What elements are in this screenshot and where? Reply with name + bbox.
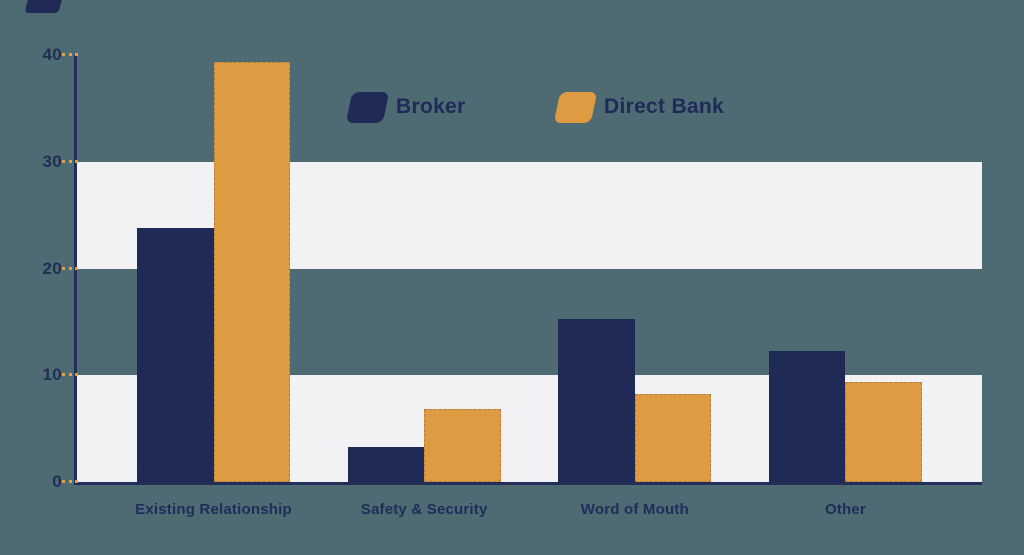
legend: Broker Direct Bank [0, 91, 1024, 125]
legend-item-direct-bank[interactable]: Direct Bank [553, 91, 725, 123]
legend-label-direct-bank: Direct Bank [604, 95, 725, 118]
x-axis-label-safety-security: Safety & Security [360, 501, 488, 518]
bar-broker-other[interactable] [768, 350, 846, 482]
x-axis-line [74, 482, 982, 485]
bar-broker-existing-relationship[interactable] [137, 227, 214, 482]
y-tick-label-40: 40 [42, 45, 62, 64]
y-tick-mark-0 [62, 480, 78, 483]
y-tick-label-30: 30 [42, 151, 62, 171]
bar-broker-word-of-mouth[interactable] [558, 318, 635, 482]
bar-broker-safety-security[interactable] [347, 446, 425, 482]
x-axis-label-existing-relationship: Existing Relationship [135, 501, 292, 518]
y-tick-label-10: 10 [42, 365, 62, 385]
bar-direct-bank-word-of-mouth[interactable] [634, 394, 712, 482]
y-tick-mark-10 [62, 373, 78, 377]
bar-direct-bank-safety-security[interactable] [424, 409, 501, 482]
y-tick-label-20: 20 [42, 258, 62, 278]
y-tick-mark-20 [62, 266, 78, 270]
x-axis-label-word-of-mouth: Word of Mouth [580, 501, 689, 518]
legend-label-broker: Broker [396, 95, 466, 118]
broker-swatch-icon [345, 91, 390, 123]
bar-direct-bank-other[interactable] [845, 381, 922, 482]
y-tick-mark-30 [62, 159, 78, 163]
direct-bank-swatch-icon [553, 91, 598, 123]
bar-direct-bank-existing-relationship[interactable] [213, 62, 290, 482]
y-axis-line [74, 55, 77, 485]
y-tick-label-0: 0 [52, 472, 62, 491]
y-tick-mark-40 [62, 53, 78, 56]
legend-item-broker[interactable]: Broker [345, 91, 466, 123]
x-axis-label-other: Other [824, 501, 866, 518]
brand-mark-icon [24, 0, 64, 13]
